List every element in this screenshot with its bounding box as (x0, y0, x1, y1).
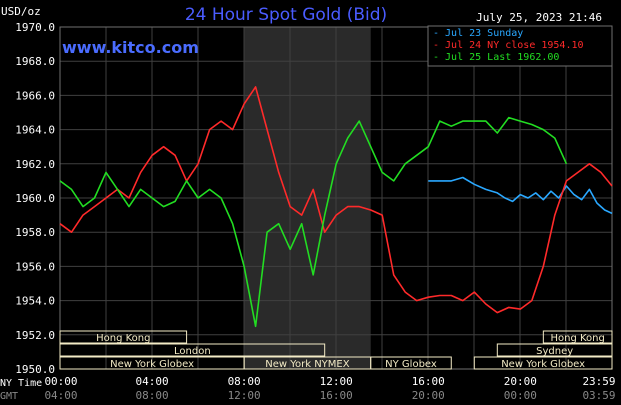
units-label: USD/oz (1, 5, 41, 18)
session-bar (59, 330, 188, 344)
session-bar (59, 343, 326, 357)
legend-box (427, 25, 613, 67)
gmt-tick-label: 04:00 (44, 389, 77, 402)
gmt-tick-label: 16:00 (320, 389, 353, 402)
series-line (59, 86, 613, 314)
session-bar (542, 330, 613, 344)
gmt-tick-label: 12:00 (228, 389, 261, 402)
session-bar (496, 343, 613, 357)
series-lines (59, 86, 613, 328)
session-label: NY Globex (385, 359, 437, 370)
ny-time-label: NY Time (0, 378, 42, 389)
y-tick-label: 1966.0 (15, 89, 55, 102)
session-label: New York NYMEX (265, 359, 350, 370)
gmt-tick-label: 03:59 (582, 389, 615, 402)
x-tick-label: 20:00 (504, 375, 537, 388)
gmt-tick-label: 08:00 (136, 389, 169, 402)
session-label: London (174, 346, 211, 357)
session-label: New York Globex (110, 359, 194, 370)
x-tick-label: 04:00 (136, 375, 169, 388)
session-bar (473, 356, 613, 370)
y-tick-label: 1960.0 (15, 192, 55, 205)
series-line (59, 116, 568, 328)
legend-entry: - Jul 25 Last 1962.00 (433, 52, 559, 63)
y-tick-label: 1954.0 (15, 295, 55, 308)
x-tick-label: 08:00 (228, 375, 261, 388)
y-axis-ticks: 1950.0 1952.0 1954.0 1956.0 1958.0 1960.0 1962… (15, 21, 55, 376)
date-label: July 25, 2023 21:46 (476, 11, 602, 24)
session-label: Hong Kong (96, 333, 150, 344)
y-tick-label: 1950.0 (15, 363, 55, 376)
session-label: Sydney (536, 346, 573, 357)
x-tick-label: 16:00 (412, 375, 445, 388)
y-tick-label: 1958.0 (15, 226, 55, 239)
series-line (428, 176, 613, 215)
x-tick-label: 23:59 (582, 375, 615, 388)
y-tick-label: 1970.0 (15, 21, 55, 34)
chart-title: 24 Hour Spot Gold (Bid) (185, 5, 387, 25)
session-bars: Hong Kong Hong Kong London Sydney New York G… (59, 330, 613, 370)
session-label: Hong Kong (550, 333, 604, 344)
y-tick-label: 1968.0 (15, 55, 55, 68)
x-tick-label: 12:00 (320, 375, 353, 388)
y-tick-label: 1952.0 (15, 329, 55, 342)
session-label: New York Globex (501, 359, 585, 370)
session-bar (370, 356, 452, 370)
y-tick-label: 1962.0 (15, 158, 55, 171)
gmt-label: GMT (0, 391, 18, 402)
y-tick-label: 1956.0 (15, 260, 55, 273)
gmt-tick-label: 00:00 (504, 389, 537, 402)
x-tick-label: 00:00 (44, 375, 77, 388)
gmt-tick-label: 20:00 (412, 389, 445, 402)
x-axis-ticks: 00:0004:0004:0008:0008:0012:0012:0016:00… (44, 375, 615, 402)
watermark: www.kitco.com (62, 38, 199, 57)
legend-entry: - Jul 24 NY close 1954.10 (433, 40, 584, 51)
legend: - Jul 23 Sunday- Jul 24 NY close 1954.10… (427, 25, 613, 67)
y-tick-label: 1964.0 (15, 124, 55, 137)
legend-entry: - Jul 23 Sunday (433, 28, 523, 39)
